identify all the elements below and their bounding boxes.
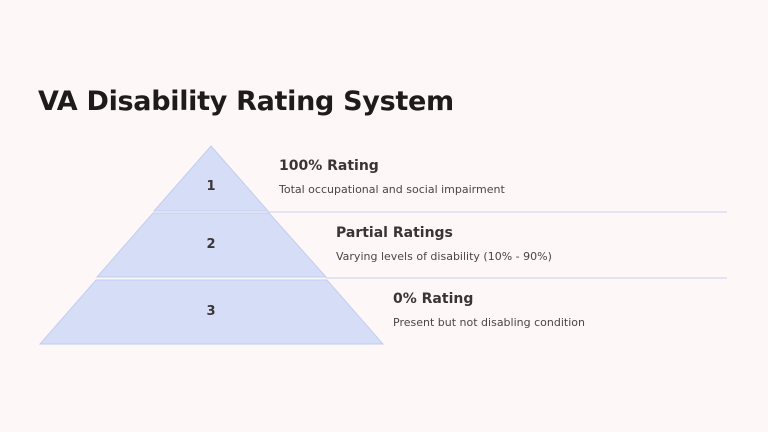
tier-description-2: Varying levels of disability (10% - 90%) — [336, 250, 552, 263]
tier-heading-3: 0% Rating — [393, 291, 474, 307]
tier-description-1: Total occupational and social impairment — [279, 183, 505, 196]
tier-number-1: 1 — [206, 179, 216, 194]
pyramid-tier-3 — [38, 279, 385, 345]
pyramid-tier-1 — [152, 145, 270, 212]
tier-heading-1: 100% Rating — [279, 158, 379, 174]
tier-heading-2: Partial Ratings — [336, 225, 453, 241]
pyramid-tier-2 — [95, 212, 328, 278]
tier-number-2: 2 — [206, 237, 216, 252]
page-title: VA Disability Rating System — [38, 86, 454, 117]
tier-description-3: Present but not disabling condition — [393, 316, 585, 329]
tier-number-3: 3 — [206, 304, 216, 319]
